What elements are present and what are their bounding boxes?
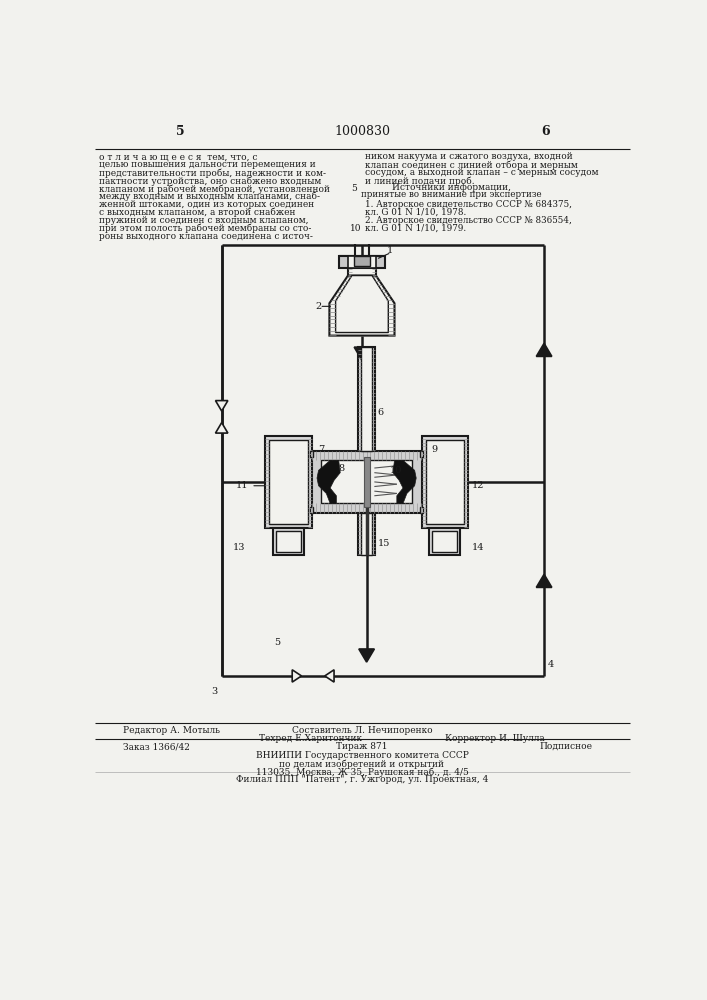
Text: с выходным клапаном, а второй снабжен: с выходным клапаном, а второй снабжен — [99, 208, 296, 217]
Text: 10: 10 — [349, 224, 361, 233]
Text: 13: 13 — [233, 543, 246, 552]
Polygon shape — [329, 276, 395, 336]
Text: Составитель Л. Нечипоренко: Составитель Л. Нечипоренко — [292, 726, 432, 735]
Text: 2: 2 — [315, 302, 322, 311]
Bar — [358, 513, 375, 555]
Text: 1. Авторское свидетельство СССР № 684375,: 1. Авторское свидетельство СССР № 684375… — [365, 200, 572, 209]
Bar — [269, 440, 308, 524]
Text: сосудом, а выходной клапан – с мерным сосудом: сосудом, а выходной клапан – с мерным со… — [365, 168, 599, 177]
Text: целью повышения дальности перемещения и: целью повышения дальности перемещения и — [99, 160, 316, 169]
Bar — [339, 256, 385, 268]
Bar — [348, 268, 376, 276]
Bar — [312, 451, 421, 513]
Text: 6: 6 — [378, 408, 384, 417]
Text: 14: 14 — [472, 543, 484, 552]
Text: Подписное: Подписное — [539, 742, 592, 751]
Text: 3: 3 — [211, 687, 218, 696]
Text: 5: 5 — [351, 184, 357, 193]
Text: при этом полость рабочей мембраны со сто-: при этом полость рабочей мембраны со сто… — [99, 224, 312, 233]
Bar — [421, 436, 468, 528]
Polygon shape — [336, 276, 388, 333]
Bar — [420, 507, 423, 513]
Polygon shape — [537, 343, 552, 356]
Text: представительности пробы, надежности и ком-: представительности пробы, надежности и к… — [99, 168, 326, 178]
Text: 5: 5 — [274, 638, 281, 647]
Text: кл. G 01 N 1/10, 1978.: кл. G 01 N 1/10, 1978. — [365, 208, 467, 217]
Text: 5: 5 — [175, 125, 184, 138]
Text: 9: 9 — [431, 445, 437, 454]
Bar — [310, 451, 313, 457]
Text: 15: 15 — [378, 539, 390, 548]
Polygon shape — [317, 460, 340, 503]
Bar — [276, 531, 300, 552]
Text: 6: 6 — [542, 125, 550, 138]
Text: 8: 8 — [339, 464, 345, 473]
Polygon shape — [325, 670, 334, 682]
Text: ВНИИПИ Государственного комитета СССР: ВНИИПИ Государственного комитета СССР — [255, 751, 469, 760]
Bar — [426, 440, 464, 524]
Text: Корректор И. Шулла: Корректор И. Шулла — [445, 734, 544, 743]
Text: кл. G 01 N 1/10, 1979.: кл. G 01 N 1/10, 1979. — [365, 224, 466, 233]
Text: 7: 7 — [317, 445, 324, 454]
Bar — [361, 347, 372, 451]
Text: 1: 1 — [387, 246, 393, 255]
Bar — [420, 451, 423, 457]
Text: по делам изобретений и открытий: по делам изобретений и открытий — [279, 759, 445, 769]
Bar — [433, 531, 457, 552]
Text: клапаном и рабочей мембраной, установленной: клапаном и рабочей мембраной, установлен… — [99, 184, 330, 194]
Polygon shape — [292, 670, 301, 682]
Text: 12: 12 — [472, 481, 484, 490]
Bar — [363, 457, 370, 507]
Text: 2. Авторское свидетельство СССР № 836554,: 2. Авторское свидетельство СССР № 836554… — [365, 216, 572, 225]
Text: между входным и выходным клапанами, снаб-: между входным и выходным клапанами, снаб… — [99, 192, 320, 201]
Text: пактности устройства, оно снабжено входным: пактности устройства, оно снабжено входн… — [99, 176, 322, 186]
Bar — [361, 513, 372, 555]
Text: женной штоками, один из которых соединен: женной штоками, один из которых соединен — [99, 200, 315, 209]
Polygon shape — [216, 401, 228, 411]
Polygon shape — [537, 574, 552, 587]
Text: клапан соединен с линией отбора и мерным: клапан соединен с линией отбора и мерным — [365, 160, 578, 170]
Text: роны выходного клапана соединена с источ-: роны выходного клапана соединена с источ… — [99, 232, 313, 241]
Text: Заказ 1366/42: Заказ 1366/42 — [123, 742, 190, 751]
Bar — [348, 256, 376, 268]
Polygon shape — [354, 347, 370, 360]
Text: Источники информации,: Источники информации, — [392, 183, 510, 192]
Text: 1000830: 1000830 — [334, 125, 390, 138]
Bar — [358, 347, 375, 451]
Bar — [265, 436, 312, 528]
Text: 4: 4 — [548, 660, 554, 669]
Text: и линией подачи проб.: и линией подачи проб. — [365, 176, 474, 186]
Text: Тираж 871: Тираж 871 — [337, 742, 387, 751]
Bar — [321, 460, 412, 503]
Text: Редактор А. Мотыль: Редактор А. Мотыль — [123, 726, 221, 735]
Bar — [429, 528, 460, 555]
Polygon shape — [359, 649, 374, 662]
Polygon shape — [216, 423, 228, 433]
Text: 11: 11 — [235, 481, 248, 490]
Text: Филиал ППП "Патент", г. Ужгород, ул. Проектная, 4: Филиал ППП "Патент", г. Ужгород, ул. Про… — [235, 775, 488, 784]
Bar — [273, 528, 304, 555]
Bar — [310, 507, 313, 513]
Text: о т л и ч а ю щ е е с я  тем, что, с: о т л и ч а ю щ е е с я тем, что, с — [99, 152, 258, 161]
Text: ником накуума и сжатого воздуха, входной: ником накуума и сжатого воздуха, входной — [365, 152, 573, 161]
Text: принятые во внимание при экспертизе: принятые во внимание при экспертизе — [361, 190, 542, 199]
Text: пружиной и соединен с входным клапаном,: пружиной и соединен с входным клапаном, — [99, 216, 309, 225]
Bar — [354, 256, 370, 266]
Text: 10: 10 — [390, 466, 402, 475]
Text: Техред Е.Харитончик: Техред Е.Харитончик — [259, 734, 362, 743]
Polygon shape — [393, 460, 416, 503]
Text: 113035, Москва, Ж 35, Раушская наб., д. 4/5: 113035, Москва, Ж 35, Раушская наб., д. … — [255, 768, 469, 777]
